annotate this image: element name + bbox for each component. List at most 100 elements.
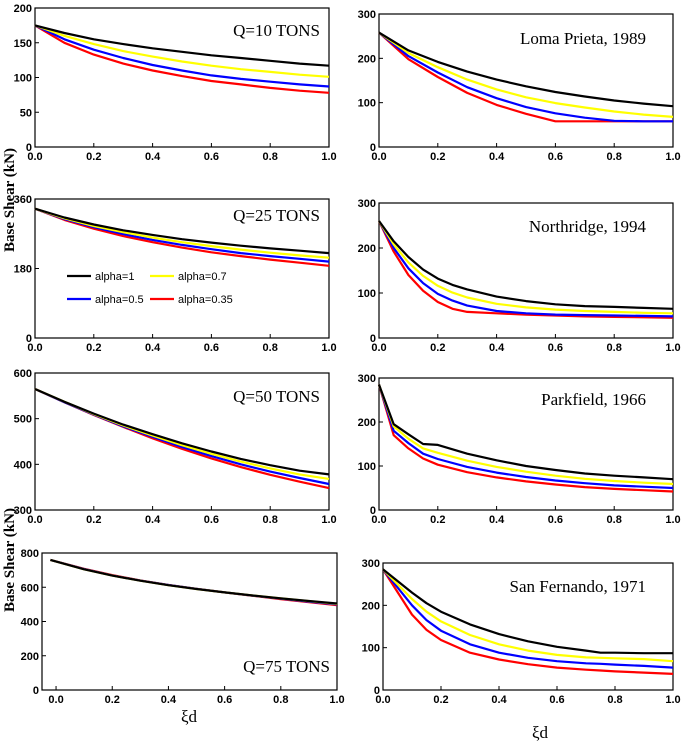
plot-frame	[378, 377, 674, 511]
x-tick-label: 0.6	[217, 694, 232, 706]
plot-frame	[382, 562, 674, 691]
x-tick-label: 0.2	[430, 514, 445, 526]
x-tick-label: 0.8	[263, 342, 278, 354]
panel-annotation: Q=50 TONS	[233, 387, 320, 406]
y-tick-label: 200	[358, 53, 376, 65]
y-tick-label: 0	[26, 142, 32, 154]
x-tick-label: 0.0	[48, 694, 63, 706]
series-line-alpha-1	[34, 24, 330, 67]
x-tick-label: 0.0	[371, 342, 386, 354]
series-line-alpha-0-7	[34, 207, 330, 259]
series-line-alpha-0-35	[34, 207, 330, 267]
series-line-alpha-0-5	[382, 568, 674, 669]
x-axis-label-right: ξd	[532, 723, 549, 742]
y-tick-label: 100	[14, 73, 32, 85]
y-tick-label: 400	[14, 459, 32, 471]
y-tick-label: 0	[374, 685, 380, 697]
y-tick-label: 300	[362, 558, 380, 570]
x-tick-label: 0.6	[548, 514, 563, 526]
y-tick-label: 200	[358, 417, 376, 429]
series-line-alpha-0-5	[50, 558, 338, 606]
y-tick-label: 50	[20, 107, 32, 119]
x-tick-label: 0.6	[548, 151, 563, 163]
y-tick-label: 300	[358, 373, 376, 385]
y-tick-label: 200	[362, 600, 380, 612]
y-tick-label: 0	[370, 333, 376, 345]
x-tick-label: 0.0	[371, 151, 386, 163]
x-tick-label: 0.6	[204, 151, 219, 163]
chart-panel-2: 0.0 0.2 0.4 0.6 0.8 1.0 0 100 200 300 Loma Prieta,…	[358, 9, 681, 163]
legend: alpha=1 alpha=0.7 alpha=0.5 alpha=0.35	[67, 271, 233, 306]
panel-annotation: Northridge, 1994	[529, 217, 647, 236]
x-tick-label: 0.2	[430, 342, 445, 354]
y-tick-label: 300	[14, 505, 32, 517]
x-tick-label: 1.0	[321, 342, 336, 354]
y-tick-label: 300	[358, 9, 376, 21]
y-tick-label: 300	[358, 198, 376, 210]
y-tick-label: 100	[358, 461, 376, 473]
x-tick-label: 0.2	[430, 151, 445, 163]
x-tick-label: 0.6	[549, 694, 564, 706]
y-tick-label: 200	[358, 243, 376, 255]
series-line-alpha-0-5	[377, 384, 674, 490]
x-tick-label: 0.4	[145, 151, 161, 163]
panel-annotation: San Fernando, 1971	[510, 577, 646, 596]
x-tick-label: 0.2	[86, 514, 101, 526]
x-tick-label: 1.0	[665, 342, 680, 354]
plot-frame	[34, 372, 330, 511]
x-tick-label: 0.0	[371, 514, 386, 526]
legend-entry: alpha=0.7	[178, 271, 227, 283]
x-tick-label: 0.0	[27, 342, 42, 354]
x-tick-label: 0.6	[548, 342, 563, 354]
x-tick-label: 0.8	[607, 694, 622, 706]
chart-panel-7: 0.0 0.2 0.4 0.6 0.8 1.0 0 200 400 600 800 Q=75 TONS	[21, 548, 345, 706]
series-line-alpha-0-5	[378, 220, 674, 318]
y-tick-label: 600	[21, 582, 39, 594]
series-line-alpha-0-7	[378, 31, 674, 118]
x-tick-label: 1.0	[321, 151, 336, 163]
legend-entry: alpha=1	[95, 271, 134, 283]
x-tick-label: 0.0	[27, 151, 42, 163]
x-tick-label: 0.2	[105, 694, 120, 706]
x-tick-label: 0.4	[491, 694, 507, 706]
y-tick-label: 0	[26, 333, 32, 345]
chart-panel-1: 0.0 0.2 0.4 0.6 0.8 1.0 0 50 100 150 200 Q=10 TONS	[14, 3, 337, 163]
series-line-alpha-0-5	[34, 24, 330, 88]
series-line-alpha-1	[34, 207, 330, 255]
x-tick-label: 1.0	[665, 514, 680, 526]
y-tick-label: 200	[21, 651, 39, 663]
legend-entry: alpha=0.35	[178, 294, 233, 306]
series-line-alpha-0-7	[382, 568, 674, 663]
x-axis-label-left: ξd	[181, 707, 198, 726]
x-tick-label: 0.6	[204, 342, 219, 354]
panel-annotation: Parkfield, 1966	[541, 390, 646, 409]
x-tick-label: 0.8	[607, 514, 622, 526]
y-tick-label: 0	[370, 142, 376, 154]
series-line-alpha-0-35	[377, 384, 674, 493]
x-tick-label: 0.4	[489, 514, 505, 526]
x-tick-label: 0.4	[145, 514, 161, 526]
y-tick-label: 500	[14, 414, 32, 426]
series-line-alpha-0-35	[50, 558, 338, 607]
y-tick-label: 360	[14, 194, 32, 206]
x-tick-label: 0.0	[27, 514, 42, 526]
y-tick-label: 0	[33, 685, 39, 697]
y-tick-label: 100	[358, 98, 376, 110]
y-tick-label: 150	[14, 38, 32, 50]
series-line-alpha-1	[382, 568, 673, 655]
x-tick-label: 0.2	[433, 694, 448, 706]
y-tick-label: 100	[358, 288, 376, 300]
plot-frame	[378, 13, 674, 148]
series-line-alpha-0-35	[378, 220, 674, 319]
chart-panel-8: 0.0 0.2 0.4 0.6 0.8 1.0 0 100 200 300 San Fernando…	[362, 558, 681, 706]
x-tick-label: 0.8	[263, 514, 278, 526]
x-tick-label: 0.0	[375, 694, 390, 706]
x-tick-label: 0.8	[273, 694, 288, 706]
x-tick-label: 0.4	[145, 342, 161, 354]
x-tick-label: 0.4	[489, 151, 505, 163]
y-axis-label-top: Base Shear (kN)	[2, 148, 18, 252]
series-line-alpha-0-7	[377, 384, 674, 486]
panel-annotation: Q=10 TONS	[233, 21, 320, 40]
series-line-alpha-0-35	[382, 568, 674, 675]
